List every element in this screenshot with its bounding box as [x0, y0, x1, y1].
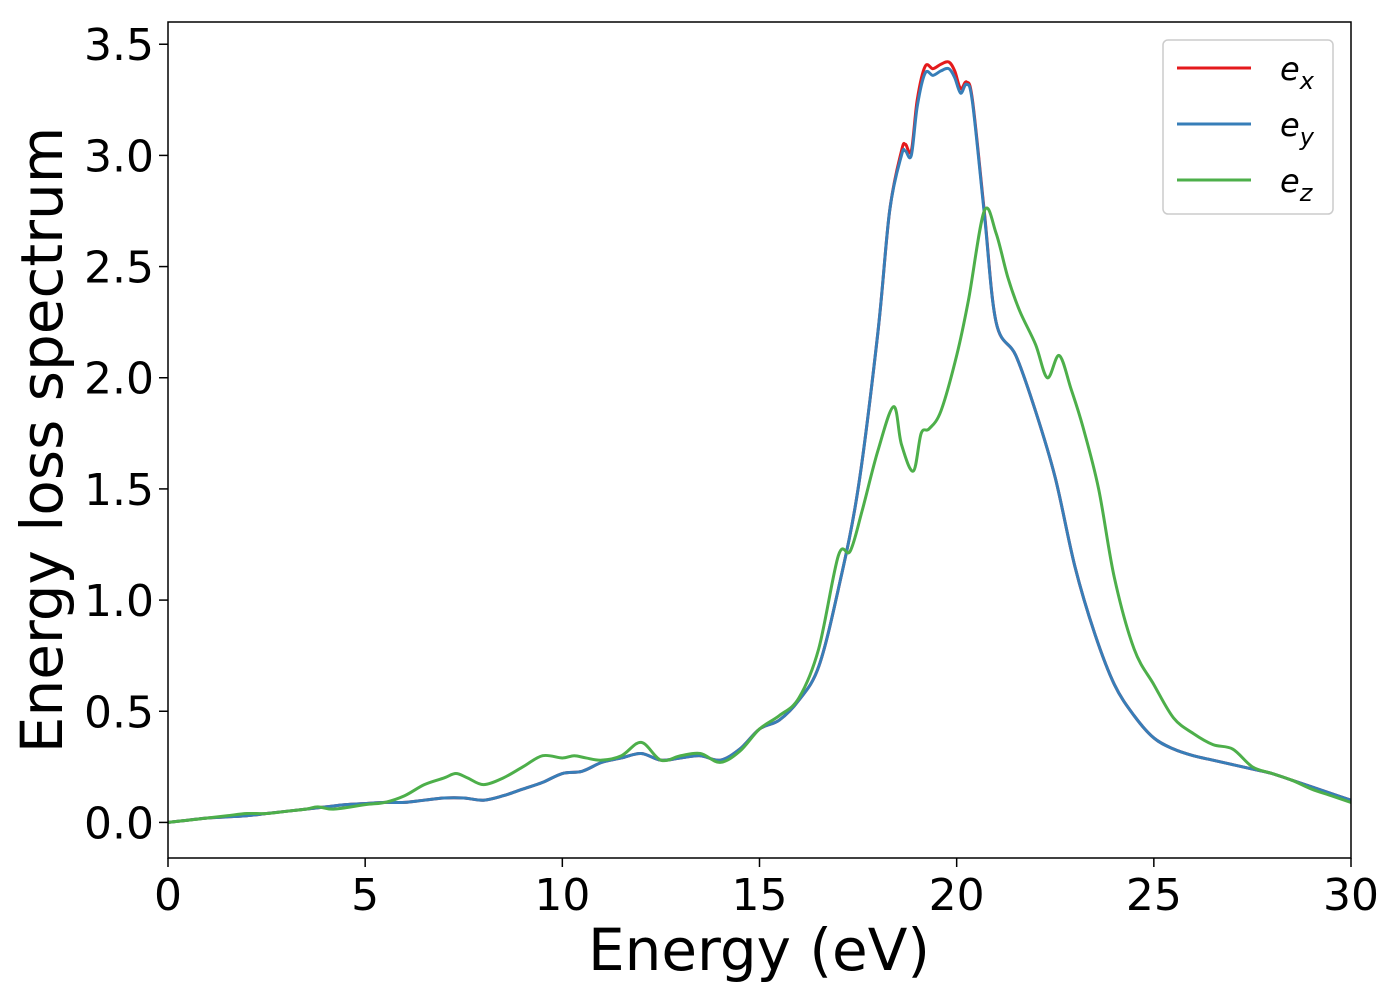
legend-label-x: ex: [1280, 50, 1315, 95]
series-line-y: [168, 66, 1351, 824]
y-tick-label: 1.5: [84, 465, 154, 516]
axes-layer: 0 5 10 15 20 25 30 0.0 0.5 1.0 1.5 2.0 2.5 3.0 3.5: [84, 20, 1379, 921]
x-axis-label: Energy (eV): [588, 916, 930, 984]
x-tick-label: 0: [154, 870, 182, 921]
plot-area: [168, 60, 1351, 824]
series-line-z: [168, 206, 1351, 824]
legend-label-y: ey: [1280, 106, 1315, 151]
y-tick-label: 2.0: [84, 354, 154, 405]
y-tick-label: 3.5: [84, 20, 154, 71]
x-tick-label: 15: [732, 870, 788, 921]
legend: ex ey ez: [1162, 39, 1334, 215]
y-tick-label: 0.5: [84, 687, 154, 738]
x-tick-label: 5: [351, 870, 379, 921]
x-tick-label: 30: [1323, 870, 1379, 921]
y-tick-label: 1.0: [84, 576, 154, 627]
y-axis-label: Energy loss spectrum: [8, 127, 76, 753]
y-tick-label: 3.0: [84, 131, 154, 182]
series-layer: [168, 60, 1351, 824]
x-tick-label: 10: [534, 870, 590, 921]
x-tick-label: 25: [1126, 870, 1182, 921]
x-tick-label: 20: [929, 870, 985, 921]
y-tick-label: 0.0: [84, 798, 154, 849]
y-tick-label: 2.5: [84, 243, 154, 294]
legend-label-z: ez: [1280, 162, 1314, 207]
legend-box: [1162, 39, 1334, 215]
